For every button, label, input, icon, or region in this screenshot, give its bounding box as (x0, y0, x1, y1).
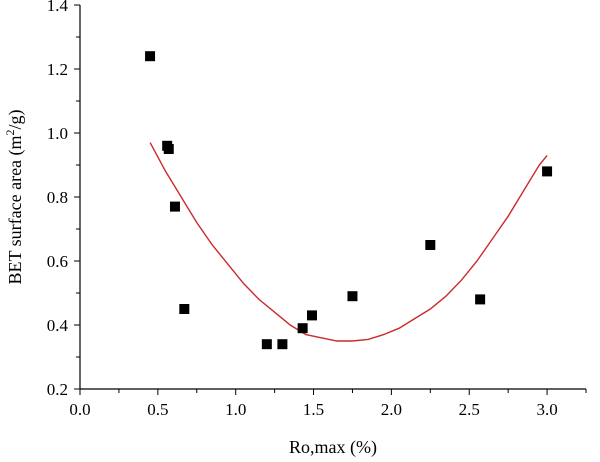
y-axis-title-sup: 2 (3, 129, 17, 135)
data-point (179, 304, 190, 314)
data-point (277, 339, 288, 350)
x-tick-label: 0.0 (69, 400, 90, 419)
x-tick-label: 0.5 (147, 400, 168, 419)
x-tick-label: 1.5 (303, 400, 324, 419)
data-point (163, 144, 174, 154)
y-tick-label: 0.8 (47, 188, 68, 207)
x-tick-label: 3.0 (536, 400, 557, 419)
data-point (261, 339, 272, 350)
data-point (145, 51, 156, 62)
x-tick-label: 2.0 (381, 400, 402, 419)
axes: 0.0 0.5 1.0 1.5 2.0 2.5 3.0 0.2 0.4 0.6 0.8 1.0 1.2 1… (47, 0, 587, 419)
x-tick-label: 2.5 (459, 400, 480, 419)
y-tick-label: 1.4 (47, 0, 69, 15)
y-tick-label: 1.0 (47, 124, 68, 143)
y-tick-label: 0.4 (47, 316, 69, 335)
labels-layer: Ro,max (%) BET surface area (m2/g) (3, 109, 377, 458)
data-point (306, 310, 317, 321)
data-point (425, 240, 436, 250)
x-tick-label: 1.0 (225, 400, 246, 419)
data-point (297, 323, 308, 334)
y-tick-label: 0.2 (47, 380, 68, 399)
fit-curve-layer (149, 142, 548, 342)
y-tick-label: 1.2 (47, 60, 68, 79)
points-layer (145, 51, 553, 350)
y-axis-title-main: BET surface area (m (5, 135, 26, 284)
y-axis-title: BET surface area (m2/g) (3, 109, 26, 284)
y-tick-label: 0.6 (47, 252, 68, 271)
y-axis-title-tail: /g) (5, 109, 26, 129)
data-point (169, 201, 180, 212)
fit-curve-line (149, 142, 548, 342)
data-point (347, 291, 358, 302)
data-point (542, 166, 553, 177)
data-point (475, 294, 486, 305)
x-axis-title: Ro,max (%) (289, 437, 377, 458)
